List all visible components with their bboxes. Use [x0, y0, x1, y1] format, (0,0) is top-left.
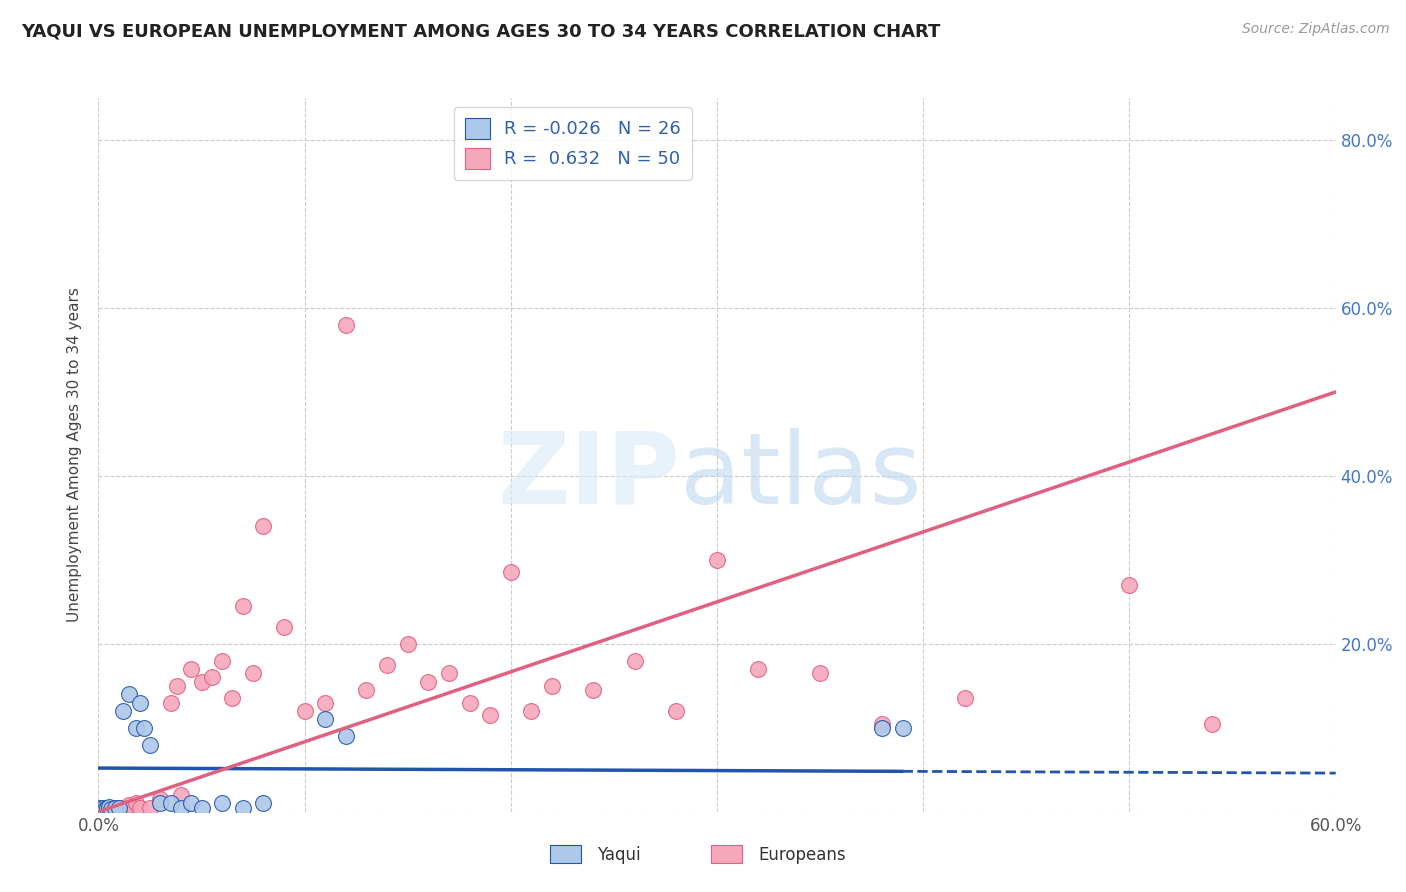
Text: ZIP: ZIP	[498, 428, 681, 524]
Point	[499, 566, 522, 580]
Point	[170, 788, 193, 802]
Point	[375, 657, 398, 672]
Point	[665, 704, 688, 718]
Point	[100, 801, 122, 815]
Point	[953, 691, 976, 706]
Point	[582, 683, 605, 698]
Point	[221, 691, 243, 706]
Point	[170, 800, 193, 814]
Point	[132, 721, 155, 735]
Point	[180, 797, 202, 811]
Point	[201, 670, 224, 684]
Point	[91, 800, 114, 814]
Text: Source: ZipAtlas.com: Source: ZipAtlas.com	[1241, 22, 1389, 37]
Point	[479, 708, 502, 723]
Point	[808, 666, 831, 681]
Point	[870, 721, 893, 735]
Point	[89, 801, 111, 815]
Point	[211, 797, 233, 811]
Point	[96, 801, 118, 815]
Point	[104, 802, 127, 816]
Point	[149, 792, 172, 806]
Point	[396, 637, 419, 651]
Point	[232, 599, 254, 613]
Point	[180, 662, 202, 676]
Point	[93, 802, 115, 816]
Text: atlas: atlas	[681, 428, 921, 524]
Point	[159, 797, 181, 811]
Point	[418, 674, 440, 689]
Point	[108, 800, 131, 814]
Point	[520, 704, 543, 718]
Point	[112, 800, 135, 814]
Point	[100, 802, 122, 816]
Point	[104, 801, 127, 815]
Point	[97, 799, 120, 814]
Point	[335, 729, 357, 743]
Point	[242, 666, 264, 681]
Point	[139, 738, 162, 752]
Point	[294, 704, 316, 718]
Point	[190, 800, 212, 814]
Point	[190, 674, 212, 689]
Legend: R = -0.026   N = 26, R =  0.632   N = 50: R = -0.026 N = 26, R = 0.632 N = 50	[454, 107, 692, 179]
Point	[541, 679, 564, 693]
Point	[437, 666, 460, 681]
Point	[458, 696, 481, 710]
Point	[1118, 578, 1140, 592]
Point	[93, 802, 115, 816]
Point	[91, 801, 114, 815]
Point	[96, 800, 118, 814]
Text: Europeans: Europeans	[758, 846, 845, 863]
Point	[232, 800, 254, 814]
Point	[314, 696, 336, 710]
Text: YAQUI VS EUROPEAN UNEMPLOYMENT AMONG AGES 30 TO 34 YEARS CORRELATION CHART: YAQUI VS EUROPEAN UNEMPLOYMENT AMONG AGE…	[21, 22, 941, 40]
Point	[124, 797, 146, 811]
Point	[891, 721, 914, 735]
Point	[623, 654, 645, 668]
Point	[128, 800, 150, 814]
Point	[870, 716, 893, 731]
Point	[124, 721, 146, 735]
Point	[89, 802, 111, 816]
Point	[747, 662, 769, 676]
Point	[273, 620, 295, 634]
Point	[314, 712, 336, 726]
FancyBboxPatch shape	[550, 846, 581, 863]
Point	[1201, 716, 1223, 731]
Point	[211, 654, 233, 668]
Point	[97, 802, 120, 816]
Point	[118, 687, 141, 701]
Point	[356, 683, 378, 698]
Point	[139, 800, 162, 814]
Point	[128, 696, 150, 710]
Point	[706, 553, 728, 567]
Y-axis label: Unemployment Among Ages 30 to 34 years: Unemployment Among Ages 30 to 34 years	[67, 287, 83, 623]
Point	[252, 519, 274, 533]
Point	[159, 696, 181, 710]
Point	[166, 679, 188, 693]
Point	[118, 797, 141, 812]
Point	[335, 318, 357, 332]
Point	[108, 801, 131, 815]
Point	[149, 797, 172, 811]
Point	[101, 800, 124, 814]
FancyBboxPatch shape	[711, 846, 742, 863]
Point	[112, 704, 135, 718]
Text: Yaqui: Yaqui	[598, 846, 641, 863]
Point	[252, 797, 274, 811]
